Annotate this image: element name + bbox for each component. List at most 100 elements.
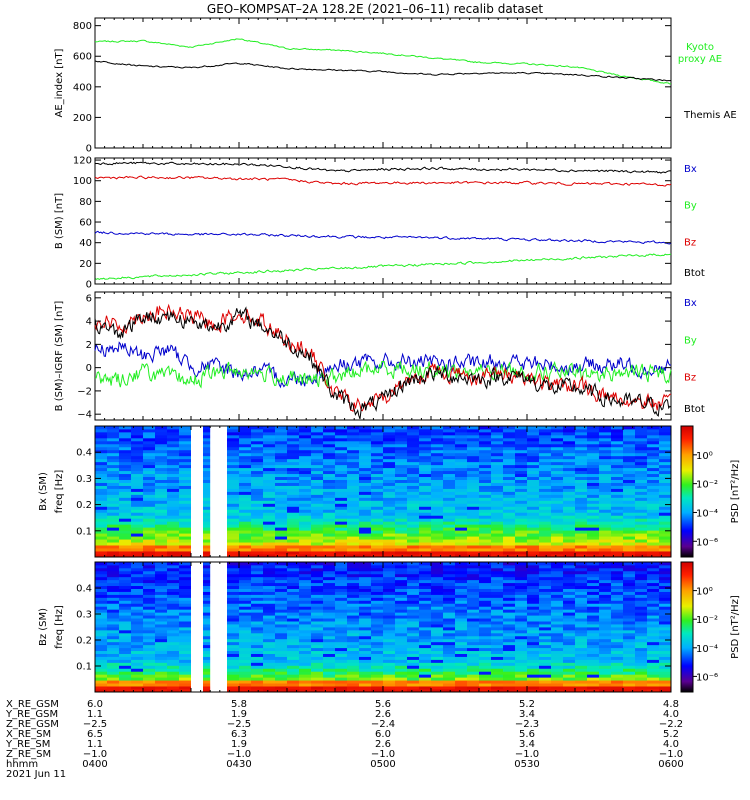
spectrogram-cell [407,485,420,489]
spectrogram-cell [443,594,456,598]
spectrogram-cell [263,612,276,616]
spectrogram-cell [443,632,456,637]
spectrogram-cell [95,434,108,439]
spectrogram-cell [551,562,564,566]
spectrogram-cell [587,683,600,687]
spectrogram-cell [599,659,612,663]
spectrogram-cell [275,452,288,457]
spectrogram-cell [275,539,288,543]
spectrogram-cell [299,579,312,584]
spectrogram-cell [179,431,192,436]
spectrogram-cell [263,440,276,445]
spectrogram-cell [155,570,168,575]
spectrogram-cell [455,683,468,687]
spectrogram-cell [179,677,192,681]
spectrogram-cell [311,671,324,675]
spectrogram-cell [515,659,528,663]
spectrogram-cell [563,503,576,507]
spectrogram-cell [239,570,252,575]
spectrogram-cell [95,686,108,690]
spectrogram-cell [647,521,660,525]
spectrogram-cell [155,521,168,525]
spectrogram-cell [239,662,252,666]
spectrogram-cell [383,668,396,672]
spectrogram-cell [539,542,552,546]
spectrogram-cell [419,591,432,595]
spectrogram-cell [563,533,576,537]
spectrogram-cell [95,579,108,584]
spectrogram-cell [503,473,516,478]
spectrogram-cell [551,497,564,501]
y-axis-label: AE_index [nT] [54,48,65,117]
spectrogram-cell [407,554,420,558]
spectrogram-cell [119,573,132,578]
spectrogram-cell [299,615,312,619]
spectrogram-cell [179,512,192,516]
spectrogram-cell [623,624,636,628]
spectrogram-cell [143,609,156,613]
spectrogram-cell [455,650,468,654]
spectrogram-cell [503,618,516,622]
spectrogram-cell [659,665,672,669]
spectrogram-cell [203,437,216,442]
spectrogram-cell [119,624,132,628]
spectrogram-cell [575,641,588,646]
spectrogram-cell [515,518,528,522]
spectrogram-cell [419,533,432,537]
spectrogram-cell [335,618,348,622]
spectrogram-cell [95,612,108,616]
spectrogram-cell [431,467,444,472]
spectrogram-cell [431,656,444,660]
spectrogram-cell [479,591,492,595]
spectrogram-cell [311,662,324,666]
spectrogram-cell [431,527,444,531]
spectrogram-cell [419,665,432,669]
spectrogram-cell [635,527,648,531]
spectrogram-cell [227,464,240,469]
spectrogram-cell [323,437,336,442]
spectrogram-cell [587,618,600,622]
spectrogram-cell [371,603,384,607]
spectrogram-cell [131,683,144,687]
spectrogram-cell [179,533,192,537]
spectrogram-cell [227,506,240,510]
spectrogram-cell [467,464,480,469]
spectrogram-cell [371,579,384,584]
spectrogram-cell [563,576,576,581]
spectrogram-cell [287,518,300,522]
spectrogram-cell [431,562,444,566]
spectrogram-cell [431,542,444,546]
spectrogram-cell [539,440,552,445]
spectrogram-cell [335,689,348,693]
spectrogram-cell [587,653,600,657]
spectrogram-cell [203,579,216,584]
spectrogram-cell [563,653,576,657]
spectrogram-cell [347,494,360,498]
spectrogram-cell [635,562,648,566]
spectrogram-cell [503,500,516,504]
spectrogram-cell [515,524,528,528]
spectrogram-cell [563,518,576,522]
spectrogram-cell [143,530,156,534]
spectrogram-cell [131,594,144,598]
spectrogram-cell [239,485,252,489]
spectrogram-cell [131,588,144,592]
spectrogram-cell [611,597,624,601]
spectrogram-cell [491,624,504,628]
spectrogram-cell [143,539,156,543]
spectrogram-cell [299,503,312,507]
spectrogram-cell [479,562,492,566]
spectrogram-cell [563,530,576,534]
spectrogram-cell [239,573,252,578]
spectrogram-cell [263,476,276,480]
spectrogram-cell [359,554,372,558]
spectrogram-cell [155,644,168,649]
spectrogram-cell [539,464,552,469]
spectrogram-cell [491,668,504,672]
spectrogram-cell [419,576,432,581]
spectrogram-cell [131,656,144,660]
spectrogram-cell [239,674,252,678]
spectrogram-cell [635,434,648,439]
spectrogram-cell [443,573,456,578]
spectrogram-cell [431,545,444,549]
